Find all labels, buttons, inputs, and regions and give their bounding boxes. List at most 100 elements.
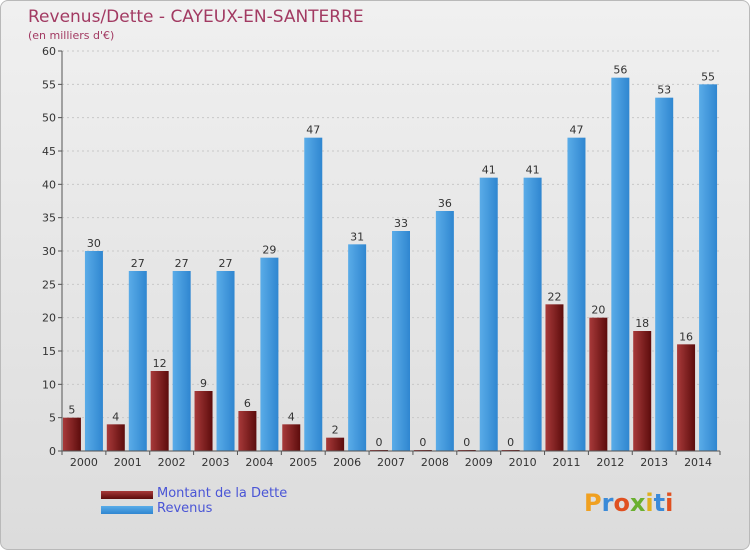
logo-letter: t xyxy=(653,489,666,517)
x-tick-label: 2006 xyxy=(333,456,361,469)
data-label-dette: 4 xyxy=(112,410,119,423)
x-tick-label: 2009 xyxy=(465,456,493,469)
bar-dette xyxy=(677,344,696,451)
data-label-dette: 6 xyxy=(244,397,251,410)
data-label-revenus: 29 xyxy=(262,244,276,257)
x-tick-label: 2005 xyxy=(289,456,317,469)
data-label-revenus: 53 xyxy=(657,84,671,97)
chart-subtitle: (en milliers d'€) xyxy=(28,29,115,42)
x-tick-label: 2002 xyxy=(158,456,186,469)
logo-letter: i xyxy=(665,489,674,517)
bar-revenus xyxy=(348,244,367,451)
bar-revenus xyxy=(304,137,323,451)
y-tick-label: 50 xyxy=(42,112,56,125)
data-label-dette: 12 xyxy=(153,357,167,370)
proxiti-logo: Proxiti xyxy=(584,489,673,517)
y-tick-label: 25 xyxy=(42,278,56,291)
bar-dette xyxy=(633,331,652,451)
logo-letter: o xyxy=(613,489,630,517)
legend-swatch-revenus xyxy=(101,506,153,514)
x-tick-label: 2007 xyxy=(377,456,405,469)
bar-dette xyxy=(106,424,125,451)
y-tick-label: 55 xyxy=(42,78,56,91)
bar-dette xyxy=(545,304,564,451)
legend-label-dette: Montant de la Dette xyxy=(157,486,288,501)
data-label-dette: 0 xyxy=(463,436,470,449)
bar-revenus xyxy=(392,231,410,451)
data-label-dette: 0 xyxy=(376,436,383,449)
data-label-dette: 5 xyxy=(68,404,75,417)
bar-revenus xyxy=(435,211,454,451)
data-label-revenus: 47 xyxy=(569,124,583,137)
x-tick-label: 2012 xyxy=(596,456,624,469)
y-tick-label: 5 xyxy=(49,412,56,425)
data-label-revenus: 27 xyxy=(131,257,145,270)
bar-dette xyxy=(194,391,213,451)
x-tick-label: 2013 xyxy=(640,456,668,469)
y-tick-label: 40 xyxy=(42,178,56,191)
legend-swatch-dette xyxy=(101,491,153,499)
data-label-revenus: 33 xyxy=(394,217,408,230)
data-label-revenus: 47 xyxy=(306,124,320,137)
bar-revenus xyxy=(479,177,498,451)
logo-letter: r xyxy=(601,489,614,517)
bar-revenus xyxy=(260,257,279,451)
data-label-dette: 22 xyxy=(547,290,561,303)
x-tick-label: 2011 xyxy=(552,456,580,469)
bar-dette xyxy=(238,411,257,451)
bar-dette xyxy=(62,417,81,451)
data-label-dette: 0 xyxy=(507,436,514,449)
x-tick-label: 2010 xyxy=(509,456,537,469)
data-label-dette: 2 xyxy=(332,424,339,437)
bar-revenus xyxy=(655,97,674,452)
bar-dette xyxy=(589,317,608,451)
x-tick-label: 2008 xyxy=(421,456,449,469)
bar-dette xyxy=(150,371,169,451)
bar-revenus xyxy=(611,77,630,452)
logo-letter: P xyxy=(584,489,602,517)
logo-letter: x xyxy=(629,489,646,517)
bar-revenus xyxy=(172,271,191,451)
x-tick-label: 2004 xyxy=(245,456,273,469)
bar-revenus xyxy=(84,251,103,451)
logo-letter: i xyxy=(645,489,654,517)
data-label-dette: 4 xyxy=(288,410,295,423)
bar-dette xyxy=(282,424,301,451)
data-label-revenus: 27 xyxy=(175,257,189,270)
bar-revenus xyxy=(567,137,586,451)
data-label-dette: 16 xyxy=(679,330,693,343)
y-tick-label: 60 xyxy=(42,45,56,58)
data-label-revenus: 27 xyxy=(219,257,233,270)
data-label-revenus: 41 xyxy=(482,164,496,177)
bar-revenus xyxy=(128,271,147,451)
bar-revenus xyxy=(523,177,542,451)
y-tick-label: 20 xyxy=(42,312,56,325)
data-label-dette: 0 xyxy=(419,436,426,449)
x-tick-label: 2001 xyxy=(114,456,142,469)
y-tick-label: 15 xyxy=(42,345,56,358)
data-label-revenus: 41 xyxy=(526,164,540,177)
x-tick-label: 2000 xyxy=(70,456,98,469)
data-label-revenus: 55 xyxy=(701,70,715,83)
x-tick-label: 2003 xyxy=(202,456,230,469)
data-label-revenus: 36 xyxy=(438,197,452,210)
x-tick-label: 2014 xyxy=(684,456,712,469)
y-tick-label: 10 xyxy=(42,378,56,391)
legend-label-revenus: Revenus xyxy=(157,501,213,516)
bar-revenus xyxy=(699,84,718,451)
bar-revenus xyxy=(216,271,235,451)
data-label-dette: 18 xyxy=(635,317,649,330)
data-label-dette: 9 xyxy=(200,377,207,390)
chart-title: Revenus/Dette - CAYEUX-EN-SANTERRE xyxy=(28,7,364,27)
data-label-revenus: 31 xyxy=(350,230,364,243)
y-tick-label: 0 xyxy=(49,445,56,458)
data-label-revenus: 56 xyxy=(613,64,627,77)
data-label-revenus: 30 xyxy=(87,237,101,250)
y-tick-label: 30 xyxy=(42,245,56,258)
y-tick-label: 35 xyxy=(42,212,56,225)
bar-dette xyxy=(326,437,345,451)
y-tick-label: 45 xyxy=(42,145,56,158)
data-label-dette: 20 xyxy=(591,304,605,317)
